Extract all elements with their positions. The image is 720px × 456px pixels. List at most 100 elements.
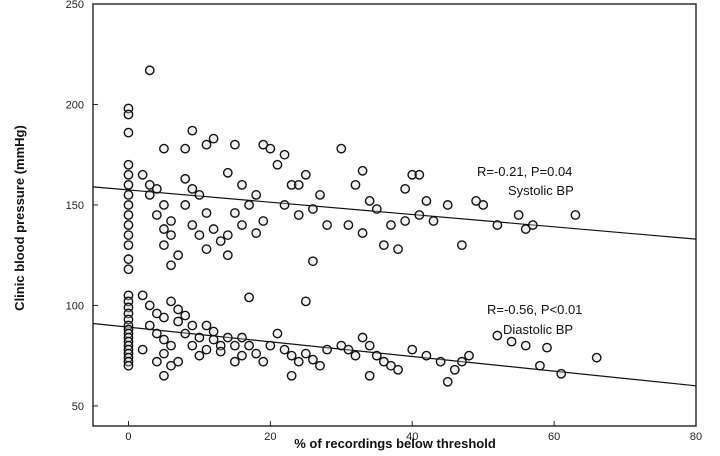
- systolic-point: [442, 200, 453, 210]
- systolic-point: [421, 196, 432, 206]
- diastolic-point: [222, 332, 233, 343]
- systolic-point: [279, 149, 290, 160]
- y-tick-label: 50: [72, 401, 84, 413]
- diastolic-point: [464, 350, 474, 361]
- systolic-point: [527, 220, 538, 230]
- systolic-point: [414, 169, 425, 180]
- diastolic-point: [151, 308, 162, 319]
- x-tick-label: 40: [406, 431, 418, 443]
- systolic-point: [478, 200, 489, 210]
- systolic-point: [123, 230, 134, 240]
- diastolic-point: [371, 350, 382, 361]
- diastolic-point: [159, 370, 169, 381]
- systolic-point: [371, 204, 382, 214]
- systolic-point: [350, 179, 361, 190]
- x-tick-label: 60: [548, 431, 560, 443]
- systolic-point: [123, 179, 134, 190]
- diastolic-point: [357, 332, 368, 343]
- diastolic-point: [350, 350, 361, 361]
- fit-lines: [92, 186, 697, 387]
- systolic-point: [258, 216, 269, 226]
- plot-frame: [92, 3, 697, 427]
- diastolic-point: [300, 296, 311, 307]
- diastolic-point: [229, 340, 240, 351]
- diastolic-point: [449, 364, 460, 375]
- diastolic-point: [364, 370, 375, 381]
- systolic-point: [222, 250, 233, 261]
- diastolic-point: [194, 350, 205, 361]
- diastolic-point: [144, 300, 155, 311]
- y-tick-label: 250: [66, 0, 84, 11]
- systolic-point: [201, 208, 212, 218]
- systolic-point: [180, 200, 191, 210]
- systolic-point: [300, 169, 311, 180]
- diastolic-point: [159, 334, 169, 345]
- systolic-point: [428, 216, 439, 226]
- systolic-point: [123, 210, 134, 220]
- diastolic-point: [244, 340, 254, 351]
- diastolic-point: [187, 340, 198, 351]
- systolic-point: [322, 220, 333, 230]
- systolic-point: [123, 190, 134, 200]
- diastolic-point: [215, 346, 226, 357]
- x-axis-label: % of recordings below threshold: [294, 436, 496, 451]
- diastolic-point: [343, 344, 354, 355]
- systolic-point: [272, 159, 283, 170]
- systolic-point: [123, 109, 134, 120]
- diastolic-point: [279, 344, 290, 355]
- diastolic-point: [187, 320, 198, 331]
- systolic-point: [386, 220, 396, 230]
- systolic-point: [237, 220, 247, 230]
- systolic-point: [400, 216, 411, 226]
- diastolic-point: [151, 356, 162, 367]
- systolic-point: [265, 143, 276, 154]
- y-tick-label: 100: [66, 300, 84, 312]
- systolic-point: [393, 244, 403, 255]
- diastolic-point: [173, 356, 184, 367]
- systolic-point: [144, 179, 155, 190]
- y-tick-label: 200: [66, 99, 84, 111]
- diastolic-point: [407, 344, 418, 355]
- diastolic-point: [180, 310, 191, 321]
- systolic-point: [166, 216, 176, 226]
- diastolic-point: [556, 368, 567, 379]
- systolic-point: [173, 250, 184, 261]
- diastolic-label: Diastolic BP: [503, 322, 573, 337]
- systolic-point: [166, 260, 176, 271]
- systolic-point: [144, 65, 155, 76]
- systolic-point: [357, 165, 368, 176]
- systolic-point: [137, 169, 148, 180]
- diastolic-point: [123, 360, 134, 371]
- diastolic-point: [258, 356, 269, 367]
- diastolic-point: [378, 356, 389, 367]
- systolic-point: [293, 210, 304, 220]
- diastolic-point: [435, 356, 446, 367]
- data-points: [123, 65, 602, 387]
- systolic-point: [123, 127, 134, 138]
- systolic-point: [159, 224, 169, 234]
- diastolic-point: [336, 340, 347, 351]
- axis-ticks: 0 20 40 60 80 50 100 150 200 250: [66, 0, 702, 443]
- systolic-point: [336, 143, 347, 154]
- systolic-point: [343, 220, 354, 230]
- systolic-point: [144, 190, 155, 200]
- diastolic-point: [393, 364, 403, 375]
- diastolic-point: [251, 348, 262, 359]
- systolic-fit-line: [92, 186, 697, 240]
- diastolic-point: [137, 344, 148, 355]
- diastolic-point: [591, 352, 602, 363]
- diastolic-point: [456, 356, 467, 367]
- diastolic-point: [265, 340, 276, 351]
- systolic-point: [258, 139, 269, 150]
- diastolic-point: [173, 304, 184, 315]
- systolic-point: [123, 220, 134, 230]
- diastolic-fit-line: [92, 322, 697, 387]
- systolic-point: [194, 190, 205, 200]
- systolic-stat-annotation: R=-0.21, P=0.04: [477, 164, 572, 179]
- systolic-point: [123, 200, 134, 210]
- systolic-point: [151, 210, 162, 220]
- diastolic-point: [237, 332, 247, 343]
- diastolic-stat-annotation: R=-0.56, P<0.01: [487, 302, 582, 317]
- systolic-point: [123, 264, 134, 275]
- systolic-point: [123, 240, 134, 251]
